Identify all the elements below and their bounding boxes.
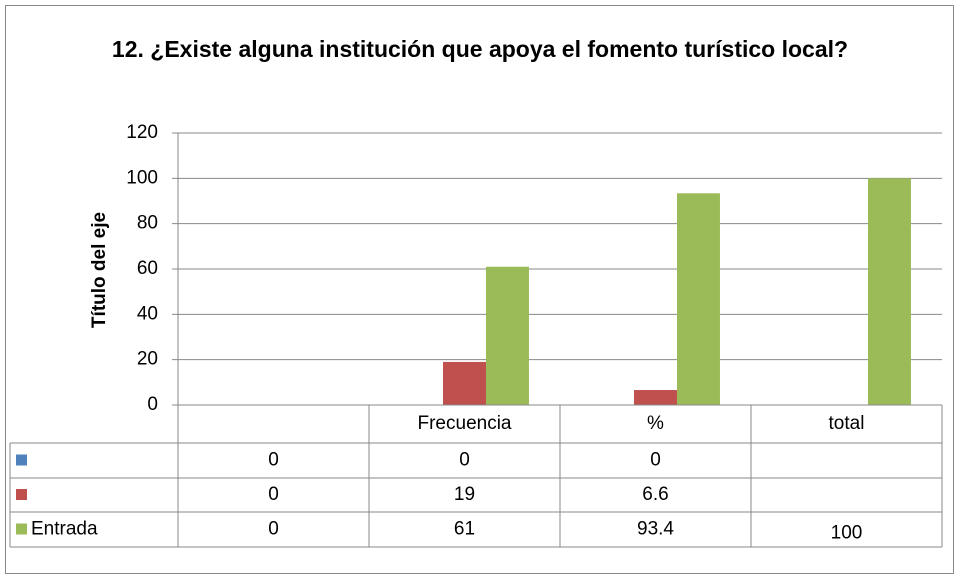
y-tick-label: 60 [137, 258, 158, 279]
y-tick-label: 80 [137, 213, 158, 234]
legend-label: Entrada [31, 519, 98, 540]
y-tick-label: 40 [137, 303, 158, 324]
y-tick-label: 100 [126, 167, 158, 188]
chart-border [5, 5, 954, 574]
bar [867, 178, 911, 405]
y-tick-label: 0 [147, 394, 158, 415]
table-value: 100 [831, 523, 863, 544]
y-tick-label: 20 [137, 349, 158, 370]
legend-swatch [16, 489, 27, 500]
x-tick-label: % [647, 413, 664, 434]
table-value: 6.6 [642, 484, 668, 505]
bar [485, 266, 529, 405]
chart-title: 12. ¿Existe alguna institución que apoya… [111, 36, 849, 62]
legend-swatch [16, 523, 27, 535]
table-value: 93.4 [637, 519, 674, 540]
table-value: 0 [268, 519, 279, 540]
table-value: 61 [454, 519, 475, 540]
bar [676, 193, 720, 405]
y-tick-label: 120 [126, 122, 158, 143]
table-value: 0 [650, 450, 661, 471]
bar [634, 390, 677, 405]
x-tick-label: total [829, 413, 865, 434]
bar [443, 361, 486, 405]
table-value: 0 [268, 484, 279, 505]
legend-swatch [16, 454, 27, 466]
x-tick-label: Frecuencia [418, 413, 512, 434]
table-value: 19 [454, 484, 475, 505]
table-value: 0 [268, 450, 279, 471]
table-value: 0 [459, 450, 470, 471]
y-axis-label: Título del eje [89, 212, 110, 328]
